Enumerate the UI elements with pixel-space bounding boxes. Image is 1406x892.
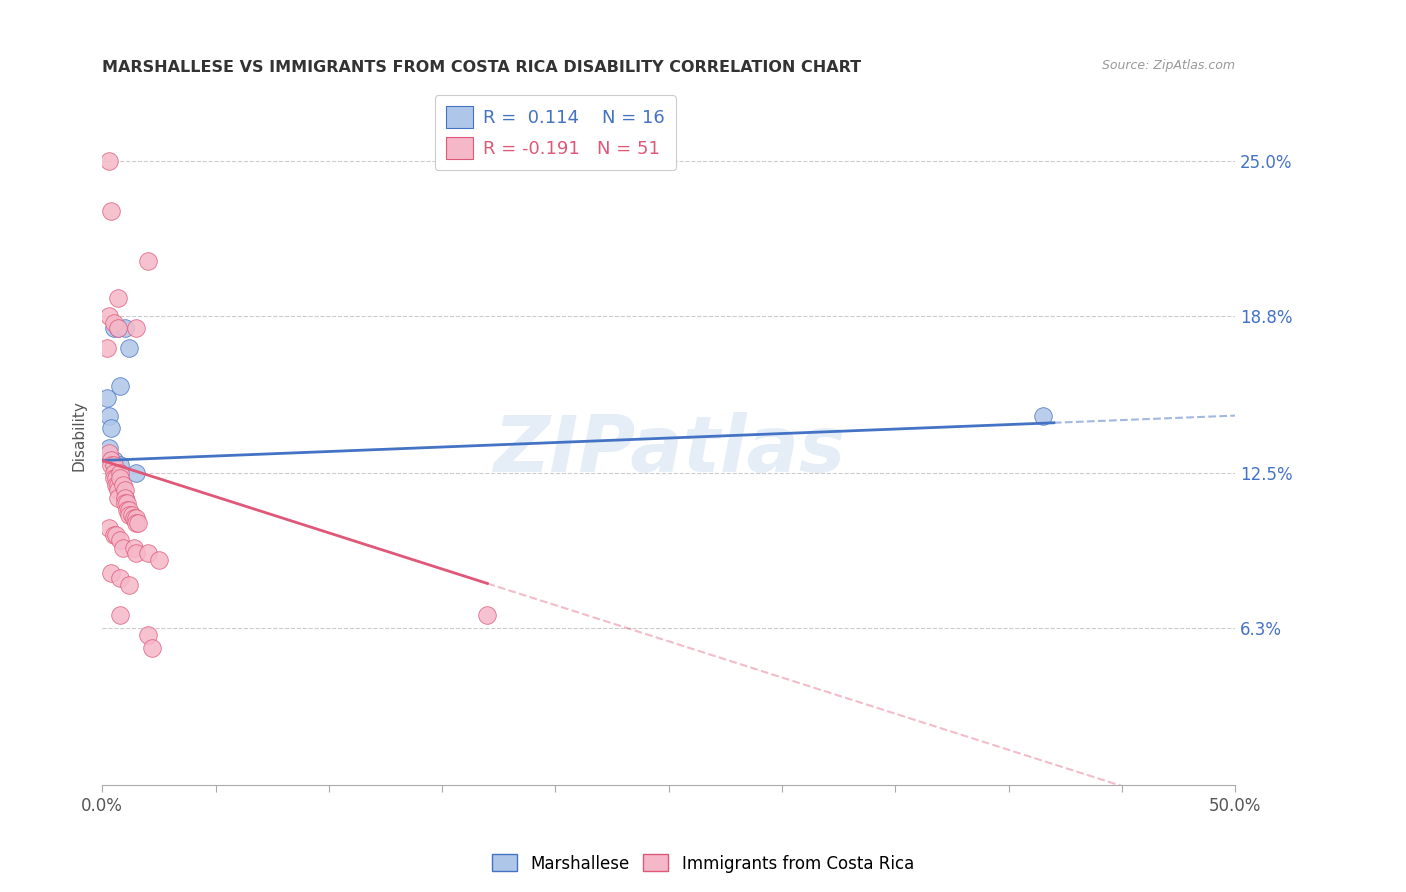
Point <box>103 471 125 485</box>
Point <box>114 491 136 505</box>
Point <box>110 378 132 392</box>
Point <box>104 471 127 485</box>
Text: ZIPatlas: ZIPatlas <box>492 411 845 488</box>
Point <box>107 291 129 305</box>
Point <box>136 254 159 268</box>
Point <box>125 546 148 560</box>
Point <box>103 321 125 335</box>
Point <box>136 546 159 560</box>
Point <box>111 541 134 555</box>
Point <box>103 453 125 467</box>
Point <box>100 421 122 435</box>
Point <box>110 533 132 548</box>
Point <box>118 508 141 523</box>
Legend: R =  0.114    N = 16, R = -0.191   N = 51: R = 0.114 N = 16, R = -0.191 N = 51 <box>434 95 676 170</box>
Point <box>98 446 121 460</box>
Point <box>103 316 125 330</box>
Point <box>98 441 121 455</box>
Point <box>110 471 132 485</box>
Point <box>96 341 118 355</box>
Text: MARSHALLESE VS IMMIGRANTS FROM COSTA RICA DISABILITY CORRELATION CHART: MARSHALLESE VS IMMIGRANTS FROM COSTA RIC… <box>103 61 862 76</box>
Point <box>104 478 127 492</box>
Point <box>98 409 121 423</box>
Point <box>104 528 127 542</box>
Point <box>136 628 159 642</box>
Point <box>110 466 132 480</box>
Point <box>103 466 125 480</box>
Point <box>103 458 125 473</box>
Point <box>118 578 141 592</box>
Point <box>114 321 136 335</box>
Point <box>110 608 132 623</box>
Point <box>110 466 132 480</box>
Point <box>115 503 138 517</box>
Point <box>125 321 148 335</box>
Point <box>107 321 129 335</box>
Point <box>118 341 141 355</box>
Point <box>148 553 170 567</box>
Point <box>125 511 148 525</box>
Point <box>122 541 145 555</box>
Y-axis label: Disability: Disability <box>72 401 86 471</box>
Point <box>107 478 129 492</box>
Point <box>103 528 125 542</box>
Point <box>96 391 118 405</box>
Point <box>110 458 132 473</box>
Point <box>98 154 121 169</box>
Point <box>114 496 136 510</box>
Point <box>107 491 129 505</box>
Point <box>114 491 136 505</box>
Point <box>100 204 122 219</box>
Point <box>100 458 122 473</box>
Point <box>125 516 148 530</box>
Point <box>100 566 122 580</box>
Point <box>1031 409 1053 423</box>
Text: Source: ZipAtlas.com: Source: ZipAtlas.com <box>1102 60 1234 72</box>
Point <box>107 483 129 498</box>
Point <box>477 608 499 623</box>
Point <box>107 321 129 335</box>
Point <box>100 453 122 467</box>
Point <box>98 309 121 323</box>
Point <box>111 478 134 492</box>
Point <box>118 503 141 517</box>
Point <box>114 483 136 498</box>
Point <box>121 508 143 523</box>
Point <box>125 466 148 480</box>
Point <box>141 640 163 655</box>
Point <box>127 516 149 530</box>
Point <box>110 571 132 585</box>
Point <box>122 511 145 525</box>
Point <box>98 521 121 535</box>
Legend: Marshallese, Immigrants from Costa Rica: Marshallese, Immigrants from Costa Rica <box>485 847 921 880</box>
Point <box>115 496 138 510</box>
Point <box>100 453 122 467</box>
